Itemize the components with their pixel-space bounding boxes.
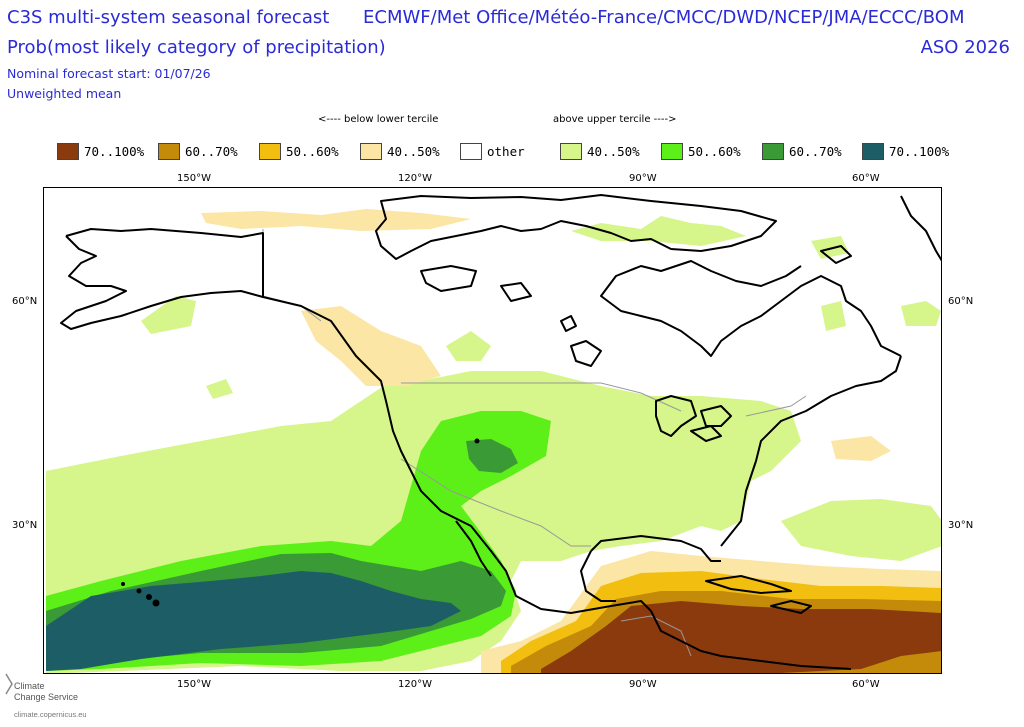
region-above-40-50 xyxy=(571,216,746,246)
legend-label: 70..100% xyxy=(84,144,145,159)
lon-label-top: 60°W xyxy=(852,173,880,184)
hawaii-islands xyxy=(121,582,160,607)
legend-swatch xyxy=(661,143,683,160)
coastlines xyxy=(60,194,941,670)
legend-label: 40..50% xyxy=(587,144,640,159)
lon-label-top: 90°W xyxy=(629,173,657,184)
lat-label-right: 30°N xyxy=(948,520,974,531)
lon-label-bottom: 150°W xyxy=(177,679,211,690)
logo-text-line1: Climate xyxy=(14,681,45,691)
region-above-40-50 xyxy=(901,301,941,326)
copernicus-logo: Climate Change Service climate.copernicu… xyxy=(4,672,94,722)
lon-label-bottom: 120°W xyxy=(398,679,432,690)
lat-label-right: 60°N xyxy=(948,296,974,307)
region-below-70-100 xyxy=(541,601,941,673)
lat-label-left: 30°N xyxy=(12,520,38,531)
legend-label: 60..70% xyxy=(789,144,842,159)
region-above-40-50 xyxy=(821,301,846,331)
region-above-40-50 xyxy=(206,379,233,399)
legend-label: 50..60% xyxy=(286,144,339,159)
map-title: C3S multi-system seasonal forecast xyxy=(7,7,330,28)
legend-swatch xyxy=(862,143,884,160)
map-canvas xyxy=(44,188,941,673)
mean-type: Unweighted mean xyxy=(7,86,122,101)
copernicus-url: climate.copernicus.eu xyxy=(14,710,87,719)
forecast-period: ASO 2026 xyxy=(920,37,1010,58)
legend-swatch xyxy=(762,143,784,160)
legend-label: 40..50% xyxy=(387,144,440,159)
lon-label-top: 120°W xyxy=(398,173,432,184)
region-above-40-50 xyxy=(811,236,849,259)
legend-swatch xyxy=(560,143,582,160)
legend-swatch xyxy=(158,143,180,160)
legend-swatch xyxy=(460,143,482,160)
lat-label-left: 60°N xyxy=(12,296,38,307)
legend-label: 50..60% xyxy=(688,144,741,159)
legend-below-label: <---- below lower tercile xyxy=(318,114,439,125)
legend-label: 60..70% xyxy=(185,144,238,159)
systems-list: ECMWF/Met Office/Météo-France/CMCC/DWD/N… xyxy=(363,7,965,28)
region-below-40-50 xyxy=(201,209,471,231)
logo-text-line2: Change Service xyxy=(14,692,79,702)
map-subtitle: Prob(most likely category of precipitati… xyxy=(7,37,386,58)
region-above-40-50 xyxy=(141,296,196,334)
legend-swatch xyxy=(259,143,281,160)
region-below-40-50 xyxy=(301,306,441,386)
copernicus-logo-icon xyxy=(5,673,13,695)
borders xyxy=(262,229,807,657)
lon-label-bottom: 90°W xyxy=(629,679,657,690)
great-salt-lake-marker xyxy=(474,438,480,444)
lon-label-bottom: 60°W xyxy=(852,679,880,690)
region-above-40-50 xyxy=(781,499,941,561)
forecast-map xyxy=(43,187,942,674)
legend-swatch xyxy=(57,143,79,160)
legend-above-label: above upper tercile ----> xyxy=(553,114,677,125)
legend-label: 70..100% xyxy=(889,144,950,159)
region-below-40-50 xyxy=(831,436,891,461)
region-above-60-70 xyxy=(466,439,518,473)
legend-swatch xyxy=(360,143,382,160)
legend-label: other xyxy=(487,144,525,159)
region-above-40-50 xyxy=(446,331,491,361)
lon-label-top: 150°W xyxy=(177,173,211,184)
forecast-start: Nominal forecast start: 01/07/26 xyxy=(7,66,211,81)
